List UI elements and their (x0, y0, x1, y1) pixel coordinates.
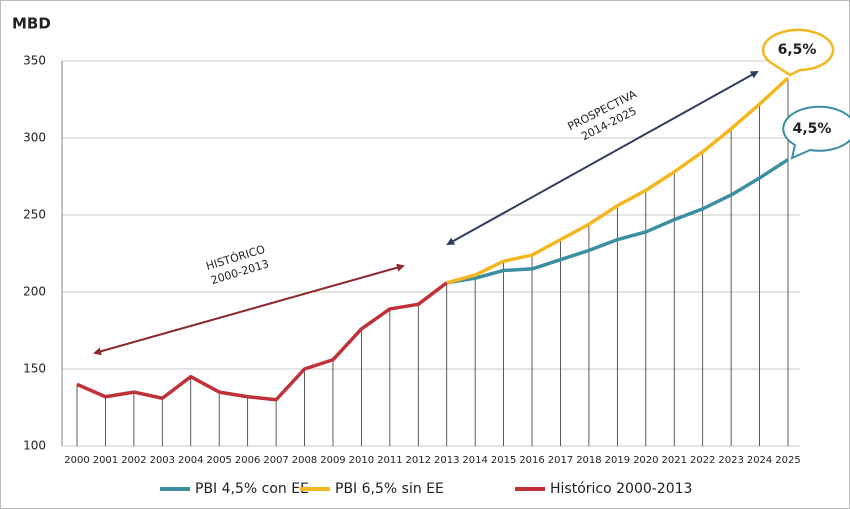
callout (782, 105, 850, 160)
x-tick-label: 2009 (320, 455, 345, 466)
callout (761, 28, 835, 77)
y-tick-label: 100 (23, 439, 46, 453)
x-tick-label: 2020 (633, 455, 658, 466)
x-tick-label: 2012 (406, 455, 431, 466)
y-tick-label: 200 (23, 285, 46, 299)
x-tick-label: 2017 (548, 455, 573, 466)
x-tick-label: 2013 (434, 455, 459, 466)
arrow (93, 263, 405, 356)
x-tick-label: 2022 (690, 455, 715, 466)
x-tick-label: 2016 (519, 455, 544, 466)
x-tick-label: 2024 (747, 455, 772, 466)
y-tick-label: 250 (23, 208, 46, 222)
y-tick-label: 350 (23, 54, 46, 68)
legend-label: PBI 4,5% con EE (195, 481, 309, 497)
callout-text: 4,5% (793, 121, 832, 137)
x-tick-label: 2010 (349, 455, 374, 466)
legend-label: Histórico 2000-2013 (550, 481, 692, 497)
x-tick-label: 2018 (576, 455, 601, 466)
x-tick-label: 2025 (775, 455, 800, 466)
x-tick-label: 2003 (150, 455, 175, 466)
x-tick-label: 2019 (605, 455, 630, 466)
x-tick-label: 2002 (121, 455, 146, 466)
legend-label: PBI 6,5% sin EE (335, 481, 444, 497)
x-tick-label: 2021 (662, 455, 687, 466)
x-tick-label: 2006 (235, 455, 260, 466)
y-axis-label: MBD (12, 15, 51, 33)
x-tick-label: 2000 (64, 455, 89, 466)
arrow (446, 71, 759, 245)
x-tick-label: 2015 (491, 455, 516, 466)
x-tick-label: 2001 (93, 455, 118, 466)
y-tick-label: 150 (23, 362, 46, 376)
x-tick-label: 2008 (292, 455, 317, 466)
x-tick-label: 2014 (462, 455, 487, 466)
x-tick-label: 2023 (718, 455, 743, 466)
callout-text: 6,5% (778, 42, 817, 58)
y-tick-label: 300 (23, 131, 46, 145)
x-tick-label: 2007 (263, 455, 288, 466)
x-tick-label: 2004 (178, 455, 203, 466)
x-tick-label: 2011 (377, 455, 402, 466)
x-tick-label: 2005 (206, 455, 231, 466)
